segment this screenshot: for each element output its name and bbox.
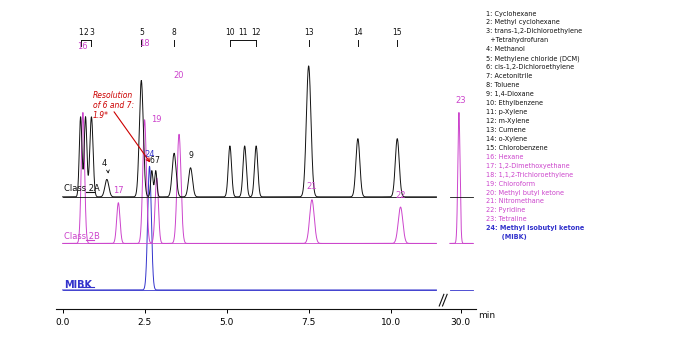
Text: 13: Cumene: 13: Cumene [486, 127, 526, 133]
Text: 4: Methanol: 4: Methanol [486, 46, 526, 52]
Text: 3: trans-1,2-Dichloroethylene: 3: trans-1,2-Dichloroethylene [486, 28, 582, 34]
Text: min: min [477, 311, 495, 320]
Text: 16: 16 [78, 42, 88, 51]
Text: 7: Acetonitrile: 7: Acetonitrile [486, 73, 533, 79]
Text: 2: 2 [83, 28, 88, 37]
Text: +Tetrahydrofuran: +Tetrahydrofuran [486, 38, 549, 44]
Text: 5: 5 [139, 28, 143, 37]
Text: (MIBK): (MIBK) [486, 234, 527, 240]
Text: 19: 19 [151, 115, 162, 124]
Text: 6: 6 [149, 156, 154, 165]
Text: 11: p-Xylene: 11: p-Xylene [486, 109, 528, 115]
Text: 21: Nitromethane: 21: Nitromethane [486, 198, 545, 205]
Text: 14: 14 [353, 28, 363, 37]
Text: 21: 21 [307, 182, 317, 191]
Text: 4: 4 [102, 159, 107, 168]
Text: 7: 7 [155, 156, 160, 165]
Text: 10: Ethylbenzene: 10: Ethylbenzene [486, 100, 543, 106]
Text: 11: 11 [238, 28, 248, 37]
Text: 8: Toluene: 8: Toluene [486, 82, 520, 88]
Text: Resolution
of 6 and 7:
1.9*: Resolution of 6 and 7: 1.9* [92, 91, 134, 120]
Text: 20: Methyl butyl ketone: 20: Methyl butyl ketone [486, 190, 564, 196]
Text: 18: 1,1,2-Trichloroethylene: 18: 1,1,2-Trichloroethylene [486, 172, 573, 178]
Text: 10: 10 [225, 28, 234, 37]
Text: 6: cis-1,2-Dichloroethylene: 6: cis-1,2-Dichloroethylene [486, 64, 575, 70]
Text: 8: 8 [172, 28, 176, 37]
Text: 19: Chloroform: 19: Chloroform [486, 180, 536, 187]
Text: 24: Methyl isobutyl ketone: 24: Methyl isobutyl ketone [486, 225, 584, 231]
Text: MIBK: MIBK [64, 280, 92, 290]
Text: 22: 22 [395, 191, 406, 200]
Text: Class 2B: Class 2B [64, 232, 99, 241]
Text: 1: 1 [78, 28, 83, 37]
Text: 24: 24 [144, 150, 155, 159]
Text: 13: 13 [304, 28, 314, 37]
Text: 5: Methylene chloride (DCM): 5: Methylene chloride (DCM) [486, 55, 580, 62]
Text: 9: 9 [188, 152, 193, 160]
Text: 17: 1,2-Dimethoxyethane: 17: 1,2-Dimethoxyethane [486, 163, 570, 169]
Text: 2: Methyl cyclohexane: 2: Methyl cyclohexane [486, 19, 560, 26]
Text: 20: 20 [174, 72, 184, 80]
Text: 14: o-Xylene: 14: o-Xylene [486, 136, 528, 142]
Text: 12: m-Xylene: 12: m-Xylene [486, 118, 530, 124]
Text: 1: Cyclohexane: 1: Cyclohexane [486, 11, 537, 16]
Text: 15: 15 [393, 28, 402, 37]
Text: 18: 18 [139, 39, 150, 48]
Text: 23: Tetraline: 23: Tetraline [486, 216, 527, 223]
Text: 9: 1,4-Dioxane: 9: 1,4-Dioxane [486, 91, 534, 97]
Text: 22: Pyridine: 22: Pyridine [486, 207, 526, 213]
Text: 16: Hexane: 16: Hexane [486, 154, 524, 160]
Text: 23: 23 [455, 96, 466, 105]
Text: 12: 12 [251, 28, 261, 37]
Text: 17: 17 [113, 186, 124, 196]
Text: 3: 3 [89, 28, 94, 37]
Text: 15: Chlorobenzene: 15: Chlorobenzene [486, 145, 548, 151]
Text: Class 2A: Class 2A [64, 184, 99, 193]
